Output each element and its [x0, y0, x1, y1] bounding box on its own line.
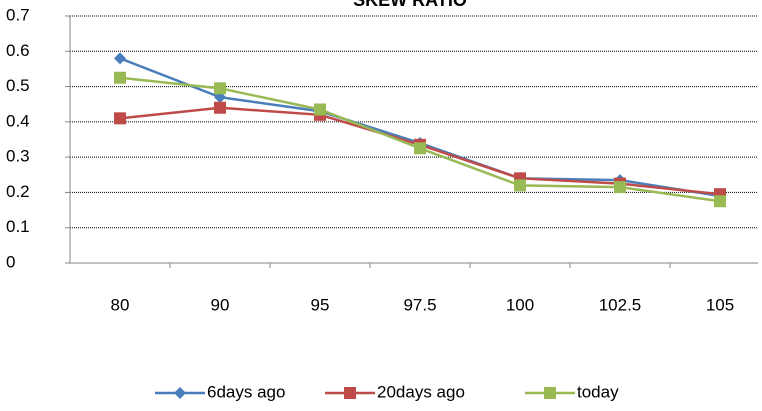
x-tick-label: 80 [111, 295, 130, 314]
y-tick-label: 0 [6, 252, 15, 271]
legend-label: today [577, 382, 619, 401]
point-marker [514, 179, 526, 192]
point-marker [544, 387, 556, 399]
point-marker [214, 101, 226, 114]
series-line [119, 57, 721, 198]
point-marker [214, 82, 226, 95]
point-marker [114, 52, 126, 65]
point-marker [714, 195, 726, 208]
point-marker [344, 387, 356, 399]
y-tick-label: 0.5 [6, 76, 30, 95]
x-tick-label: 95 [311, 295, 330, 314]
point-marker [114, 71, 126, 84]
y-tick-label: 0.4 [6, 111, 30, 130]
y-tick-label: 0.6 [6, 41, 30, 60]
y-tick-label: 0.7 [6, 5, 30, 24]
point-marker [314, 103, 326, 116]
y-tick-label: 0.1 [6, 217, 30, 236]
x-tick-label: 100 [506, 295, 534, 314]
x-tick-label: 97.5 [403, 295, 436, 314]
x-tick-label: 90 [211, 295, 230, 314]
point-marker [614, 181, 626, 194]
point-marker [174, 387, 186, 399]
chart-title: SKEW RATIO [353, 0, 467, 10]
y-tick-label: 0.3 [6, 147, 30, 166]
y-tick-label: 0.2 [6, 182, 30, 201]
point-marker [114, 112, 126, 125]
legend-label: 6days ago [207, 382, 285, 401]
x-tick-label: 102.5 [599, 295, 642, 314]
legend-label: 20days ago [377, 382, 465, 401]
x-tick-label: 105 [706, 295, 734, 314]
point-marker [414, 142, 426, 155]
